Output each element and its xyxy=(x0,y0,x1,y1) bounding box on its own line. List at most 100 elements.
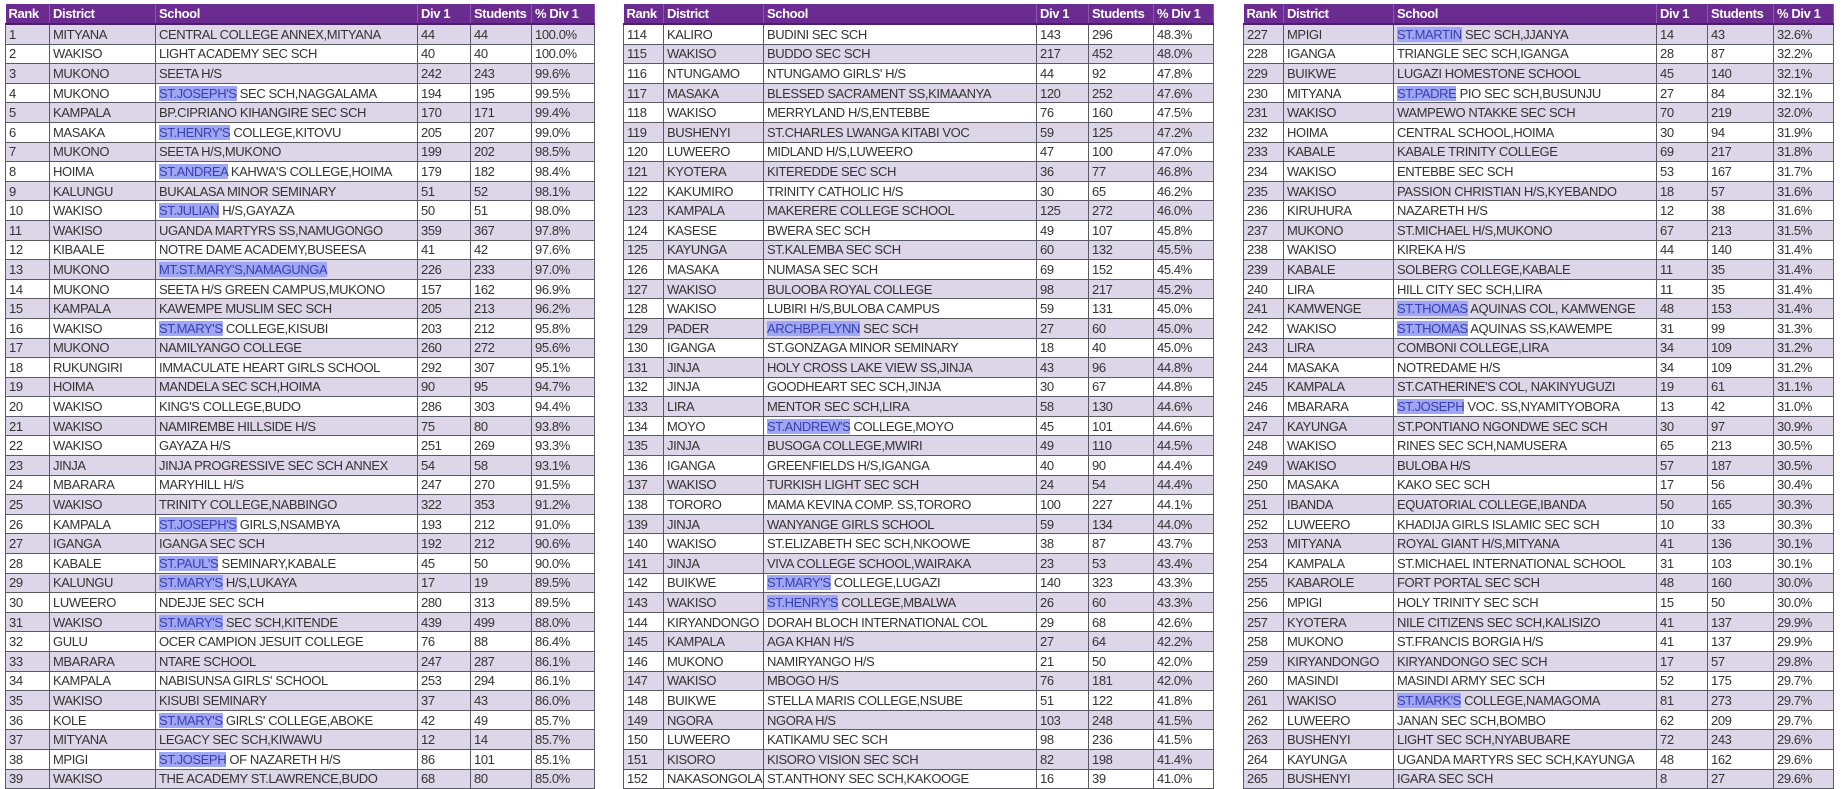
table-row: 253 MITYANA ROYAL GIANT H/S,MITYANA 41 136 30… xyxy=(1243,533,1834,555)
district-cell: MASINDI xyxy=(1283,670,1394,692)
div1-cell: 90 xyxy=(417,376,471,398)
district-cell: KAMWENGE xyxy=(1283,298,1394,319)
students-cell: 236 xyxy=(1088,729,1154,750)
students-cell: 171 xyxy=(470,102,532,123)
school-cell: OCER CAMPION JESUIT COLLEGE xyxy=(155,631,418,652)
district-cell: LUWEERO xyxy=(1283,709,1394,731)
column-header-district[interactable]: District xyxy=(49,4,156,25)
highlighted-text: ST.MARY'S xyxy=(159,614,223,630)
pct-div1-cell: 45.8% xyxy=(1153,219,1214,241)
school-cell: ST.MARK'S COLLEGE,NAMAGOMA xyxy=(1393,690,1657,711)
students-cell: 213 xyxy=(1707,219,1774,241)
rank-cell: 251 xyxy=(1243,494,1284,515)
students-cell: 60 xyxy=(1088,592,1154,613)
column-header-rank[interactable]: Rank xyxy=(1243,4,1284,25)
pct-div1-cell: 47.8% xyxy=(1153,63,1214,84)
school-cell: AGA KHAN H/S xyxy=(763,631,1037,652)
pct-div1-cell: 42.0% xyxy=(1153,651,1214,672)
school-cell: TRINITY CATHOLIC H/S xyxy=(763,180,1037,202)
students-cell: 65 xyxy=(1088,180,1154,202)
students-cell: 61 xyxy=(1707,376,1774,398)
pct-div1-cell: 29.6% xyxy=(1773,768,1834,789)
district-cell: LUWEERO xyxy=(49,592,156,613)
table-row: 34 KAMPALA NABISUNSA GIRLS' SCHOOL 253 294 86… xyxy=(5,670,595,692)
school-cell: MBOGO H/S xyxy=(763,670,1037,692)
column-header-pct-div1[interactable]: % Div 1 xyxy=(1773,4,1834,25)
district-cell: BUSHENYI xyxy=(1283,768,1394,789)
column-header-school[interactable]: School xyxy=(1393,4,1657,25)
district-cell: MUKONO xyxy=(1283,631,1394,652)
pct-div1-cell: 91.2% xyxy=(531,494,595,515)
school-cell: JANAN SEC SCH,BOMBO xyxy=(1393,709,1657,731)
rank-cell: 22 xyxy=(5,435,50,457)
rank-cell: 115 xyxy=(623,43,664,65)
column-header-school[interactable]: School xyxy=(763,4,1037,25)
div1-cell: 40 xyxy=(1036,455,1089,476)
pct-div1-cell: 29.8% xyxy=(1773,651,1834,672)
rank-cell: 232 xyxy=(1243,121,1284,143)
table-row: 33 MBARARA NTARE SCHOOL 247 287 86.1% xyxy=(5,651,595,672)
div1-cell: 30 xyxy=(1656,121,1708,143)
pct-div1-cell: 32.1% xyxy=(1773,82,1834,104)
column-header-pct-div1[interactable]: % Div 1 xyxy=(1153,4,1214,25)
div1-cell: 439 xyxy=(417,611,471,633)
div1-cell: 38 xyxy=(1036,533,1089,555)
students-cell: 269 xyxy=(470,435,532,457)
school-cell: HILL CITY SEC SCH,LIRA xyxy=(1393,278,1657,300)
table-row: 124 KASESE BWERA SEC SCH 49 107 45.8% xyxy=(623,219,1214,241)
students-cell: 50 xyxy=(470,553,532,574)
div1-cell: 40 xyxy=(417,43,471,65)
column-header-students[interactable]: Students xyxy=(1088,4,1154,25)
div1-cell: 292 xyxy=(417,357,471,378)
district-cell: WAKISO xyxy=(49,435,156,457)
rank-cell: 240 xyxy=(1243,278,1284,300)
students-cell: 227 xyxy=(1088,494,1154,515)
table-row: 247 KAYUNGA ST.PONTIANO NGONDWE SEC SCH 30 9… xyxy=(1243,415,1834,437)
district-cell: MBARARA xyxy=(49,651,156,672)
school-cell: THE ACADEMY ST.LAWRENCE,BUDO xyxy=(155,768,418,789)
column-header-students[interactable]: Students xyxy=(470,4,532,25)
school-cell: KABALE TRINITY COLLEGE xyxy=(1393,141,1657,163)
school-cell: ST.CATHERINE'S COL, NAKINYUGUZI xyxy=(1393,376,1657,398)
column-header-school[interactable]: School xyxy=(155,4,418,25)
pct-div1-cell: 30.3% xyxy=(1773,494,1834,515)
students-cell: 35 xyxy=(1707,278,1774,300)
column-header-district[interactable]: District xyxy=(663,4,764,25)
highlighted-text: ARCHBP.FLYNN xyxy=(767,320,860,336)
column-header-pct-div1[interactable]: % Div 1 xyxy=(531,4,595,25)
school-cell: BUSOGA COLLEGE,MWIRI xyxy=(763,435,1037,457)
students-cell: 80 xyxy=(470,415,532,437)
rank-cell: 9 xyxy=(5,180,50,202)
div1-cell: 34 xyxy=(1656,337,1708,359)
pct-div1-cell: 45.0% xyxy=(1153,317,1214,339)
students-cell: 233 xyxy=(470,259,532,280)
column-header-div1[interactable]: Div 1 xyxy=(1036,4,1089,25)
column-header-div1[interactable]: Div 1 xyxy=(1656,4,1708,25)
div1-cell: 192 xyxy=(417,533,471,555)
rank-cell: 152 xyxy=(623,768,664,789)
table-row: 11 WAKISO UGANDA MARTYRS SS,NAMUGONGO 359 36… xyxy=(5,219,595,241)
rank-cell: 150 xyxy=(623,729,664,750)
students-cell: 52 xyxy=(470,180,532,202)
div1-cell: 199 xyxy=(417,141,471,163)
table-row: 251 IBANDA EQUATORIAL COLLEGE,IBANDA 50 165 3… xyxy=(1243,494,1834,515)
div1-cell: 18 xyxy=(1036,337,1089,359)
school-cell: ST.FRANCIS BORGIA H/S xyxy=(1393,631,1657,652)
students-cell: 296 xyxy=(1088,23,1154,45)
column-header-students[interactable]: Students xyxy=(1707,4,1774,25)
school-cell: MT.ST.MARY'S,NAMAGUNGA xyxy=(155,259,418,280)
students-cell: 53 xyxy=(1088,553,1154,574)
district-cell: JINJA xyxy=(663,376,764,398)
school-cell: BUDDO SEC SCH xyxy=(763,43,1037,65)
column-header-district[interactable]: District xyxy=(1283,4,1394,25)
district-cell: WAKISO xyxy=(49,219,156,241)
school-cell: ST.PAUL'S SEMINARY,KABALE xyxy=(155,553,418,574)
pct-div1-cell: 43.7% xyxy=(1153,533,1214,555)
district-cell: MBARARA xyxy=(49,474,156,496)
column-header-rank[interactable]: Rank xyxy=(623,4,664,25)
column-header-div1[interactable]: Div 1 xyxy=(417,4,471,25)
div1-cell: 19 xyxy=(1656,376,1708,398)
column-header-rank[interactable]: Rank xyxy=(5,4,50,25)
pct-div1-cell: 31.4% xyxy=(1773,259,1834,280)
pct-div1-cell: 43.3% xyxy=(1153,572,1214,594)
